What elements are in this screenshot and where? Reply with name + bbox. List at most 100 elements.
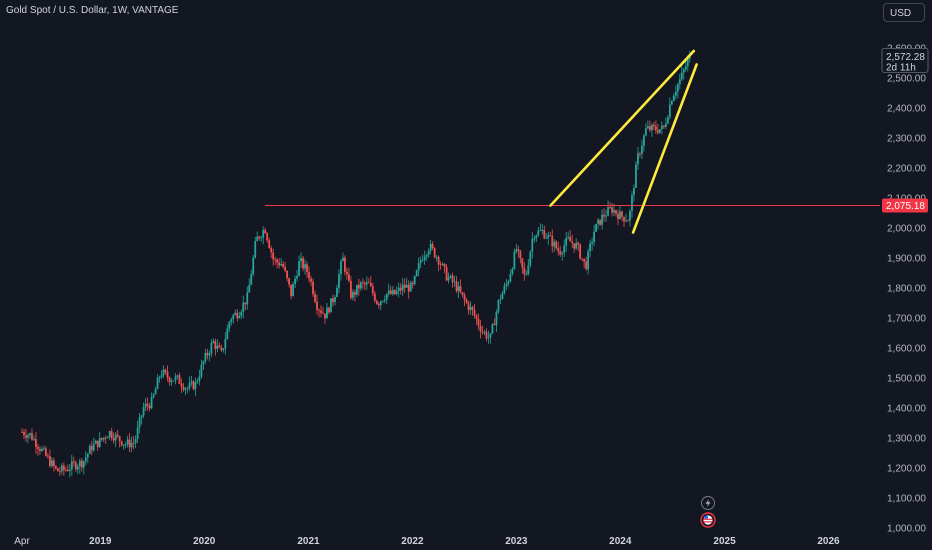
candle-body bbox=[72, 461, 75, 463]
wedge-lower-line[interactable] bbox=[631, 63, 698, 234]
candle-body bbox=[637, 153, 639, 165]
candle-body bbox=[74, 462, 77, 470]
candle-body bbox=[591, 241, 594, 244]
candle-body bbox=[220, 347, 223, 351]
candle-body bbox=[346, 271, 348, 275]
candle-body bbox=[621, 211, 623, 217]
candle-body bbox=[112, 437, 115, 441]
candle-body bbox=[312, 281, 314, 295]
candle-body bbox=[479, 325, 482, 332]
candle-body bbox=[539, 230, 542, 231]
candle-body bbox=[76, 466, 79, 470]
candle-body bbox=[505, 283, 508, 286]
candle-body bbox=[413, 275, 416, 285]
candle-body bbox=[601, 214, 603, 225]
candle-body bbox=[357, 284, 360, 289]
candle-body bbox=[51, 460, 53, 466]
candle-body bbox=[290, 284, 293, 297]
candle-body bbox=[168, 377, 171, 383]
candle-body bbox=[529, 251, 532, 266]
candle-body bbox=[236, 312, 239, 319]
candle-body bbox=[130, 443, 133, 448]
wedge-upper-line[interactable] bbox=[549, 49, 696, 207]
price-tick-label: 1,700.00 bbox=[887, 314, 926, 325]
candle-body bbox=[589, 243, 592, 252]
candle-body bbox=[58, 471, 61, 473]
candle-body bbox=[581, 258, 584, 260]
candle-body bbox=[419, 260, 422, 264]
candle-body bbox=[619, 211, 621, 220]
candle-body bbox=[164, 369, 167, 372]
candle-body bbox=[447, 277, 450, 281]
candle-body bbox=[140, 415, 143, 418]
candle-body bbox=[645, 128, 647, 136]
candle-body bbox=[613, 210, 615, 213]
candle-body bbox=[443, 263, 446, 267]
candle-body bbox=[142, 407, 145, 416]
candle-body bbox=[162, 369, 165, 376]
candle-body bbox=[196, 380, 199, 382]
candle-body bbox=[567, 237, 570, 238]
candle-body bbox=[551, 235, 554, 247]
time-tick-label: 2024 bbox=[609, 536, 632, 547]
candle-body bbox=[399, 287, 402, 291]
candle-body bbox=[682, 69, 685, 73]
candle-body bbox=[579, 244, 582, 259]
candle-body bbox=[517, 249, 520, 251]
candles-layer bbox=[21, 50, 691, 478]
candle-body bbox=[369, 283, 372, 287]
candle-body bbox=[306, 264, 308, 272]
candle-body bbox=[192, 381, 195, 390]
candle-body bbox=[523, 267, 526, 275]
candle-body bbox=[242, 302, 245, 312]
price-tick-label: 2,000.00 bbox=[887, 224, 926, 235]
candle-body bbox=[411, 282, 414, 285]
event-markers[interactable] bbox=[700, 496, 716, 528]
resistance-price-value: 2,075.18 bbox=[886, 201, 925, 212]
lightning-icon[interactable] bbox=[701, 496, 715, 510]
candle-body bbox=[383, 299, 386, 301]
candle-body bbox=[120, 441, 123, 446]
candle-body bbox=[204, 352, 207, 362]
candle-body bbox=[254, 241, 257, 258]
candle-body bbox=[78, 460, 81, 467]
candle-body bbox=[491, 324, 494, 334]
candle-body bbox=[212, 341, 215, 344]
candle-body bbox=[403, 284, 406, 288]
candle-body bbox=[599, 219, 601, 225]
candle-body bbox=[686, 59, 689, 67]
candle-body bbox=[88, 445, 91, 454]
candle-body bbox=[519, 250, 522, 259]
candle-body bbox=[320, 310, 322, 313]
candle-body bbox=[585, 261, 588, 270]
currency-button[interactable]: USD bbox=[883, 3, 925, 22]
resistance-price-tag bbox=[882, 198, 928, 213]
candle-body bbox=[256, 236, 259, 242]
candle-body bbox=[258, 236, 261, 239]
candle-body bbox=[353, 291, 356, 295]
candle-body bbox=[100, 438, 103, 440]
candle-body bbox=[471, 306, 474, 310]
candle-body bbox=[680, 72, 683, 80]
candle-body bbox=[128, 439, 131, 448]
price-axis[interactable]: 1,000.00 1,100.00 1,200.00 1,300.00 1,400.00… bbox=[887, 44, 926, 535]
candle-body bbox=[577, 242, 580, 245]
candle-body bbox=[672, 95, 675, 102]
candle-body bbox=[381, 300, 384, 302]
us-flag-icon[interactable] bbox=[700, 512, 716, 528]
candle-body bbox=[651, 124, 653, 131]
candle-body bbox=[104, 437, 107, 439]
candle-body bbox=[367, 282, 370, 284]
candle-body bbox=[178, 375, 181, 384]
candle-body bbox=[240, 311, 243, 317]
candle-body bbox=[435, 257, 438, 258]
candle-body bbox=[222, 348, 225, 351]
candle-body bbox=[144, 403, 147, 408]
candle-body bbox=[676, 84, 679, 92]
candle-body bbox=[629, 210, 631, 221]
time-axis[interactable]: Apr 2019 2020 2021 2022 2023 2024 2025 2026 bbox=[14, 536, 840, 547]
candle-body bbox=[316, 301, 318, 310]
candle-body bbox=[431, 243, 434, 248]
price-tick-label: 1,900.00 bbox=[887, 254, 926, 265]
